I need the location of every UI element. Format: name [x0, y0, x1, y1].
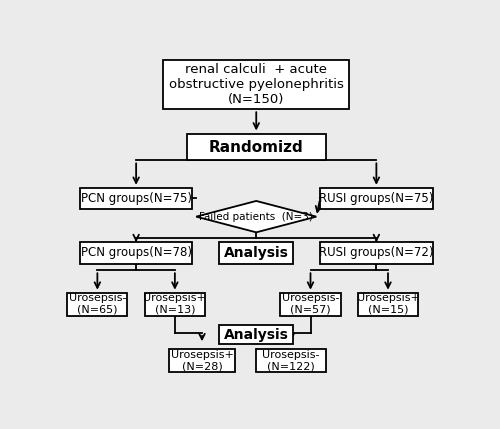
FancyBboxPatch shape — [145, 293, 205, 316]
FancyBboxPatch shape — [169, 349, 235, 372]
FancyBboxPatch shape — [80, 242, 192, 264]
Text: Urosepsis-
(N=57): Urosepsis- (N=57) — [282, 293, 339, 315]
FancyBboxPatch shape — [320, 188, 432, 209]
FancyBboxPatch shape — [163, 60, 349, 109]
FancyBboxPatch shape — [280, 293, 340, 316]
Text: Urosepsis+
(N=13): Urosepsis+ (N=13) — [144, 293, 206, 315]
Polygon shape — [196, 201, 316, 233]
Text: Randomizd: Randomizd — [209, 140, 304, 155]
FancyBboxPatch shape — [186, 134, 326, 160]
Text: RUSI groups(N=72): RUSI groups(N=72) — [319, 247, 434, 260]
Text: Urosepsis-
(N=122): Urosepsis- (N=122) — [262, 350, 320, 371]
FancyBboxPatch shape — [80, 188, 192, 209]
Text: Urosepsis+
(N=28): Urosepsis+ (N=28) — [170, 350, 234, 371]
Text: PCN groups(N=78): PCN groups(N=78) — [80, 247, 192, 260]
Text: PCN groups(N=75): PCN groups(N=75) — [80, 192, 192, 205]
Text: Analysis: Analysis — [224, 328, 288, 341]
FancyBboxPatch shape — [220, 325, 293, 344]
Text: Urosepsis-
(N=65): Urosepsis- (N=65) — [68, 293, 126, 315]
Text: Failed patients  (N=3): Failed patients (N=3) — [200, 211, 313, 222]
FancyBboxPatch shape — [256, 349, 326, 372]
Text: Analysis: Analysis — [224, 246, 288, 260]
Text: renal calculi  + acute
obstructive pyelonephritis
(N=150): renal calculi + acute obstructive pyelon… — [169, 63, 344, 106]
Text: Urosepsis+
(N=15): Urosepsis+ (N=15) — [356, 293, 420, 315]
FancyBboxPatch shape — [358, 293, 418, 316]
FancyBboxPatch shape — [68, 293, 128, 316]
Text: RUSI groups(N=75): RUSI groups(N=75) — [319, 192, 434, 205]
FancyBboxPatch shape — [320, 242, 432, 264]
FancyBboxPatch shape — [220, 242, 293, 264]
